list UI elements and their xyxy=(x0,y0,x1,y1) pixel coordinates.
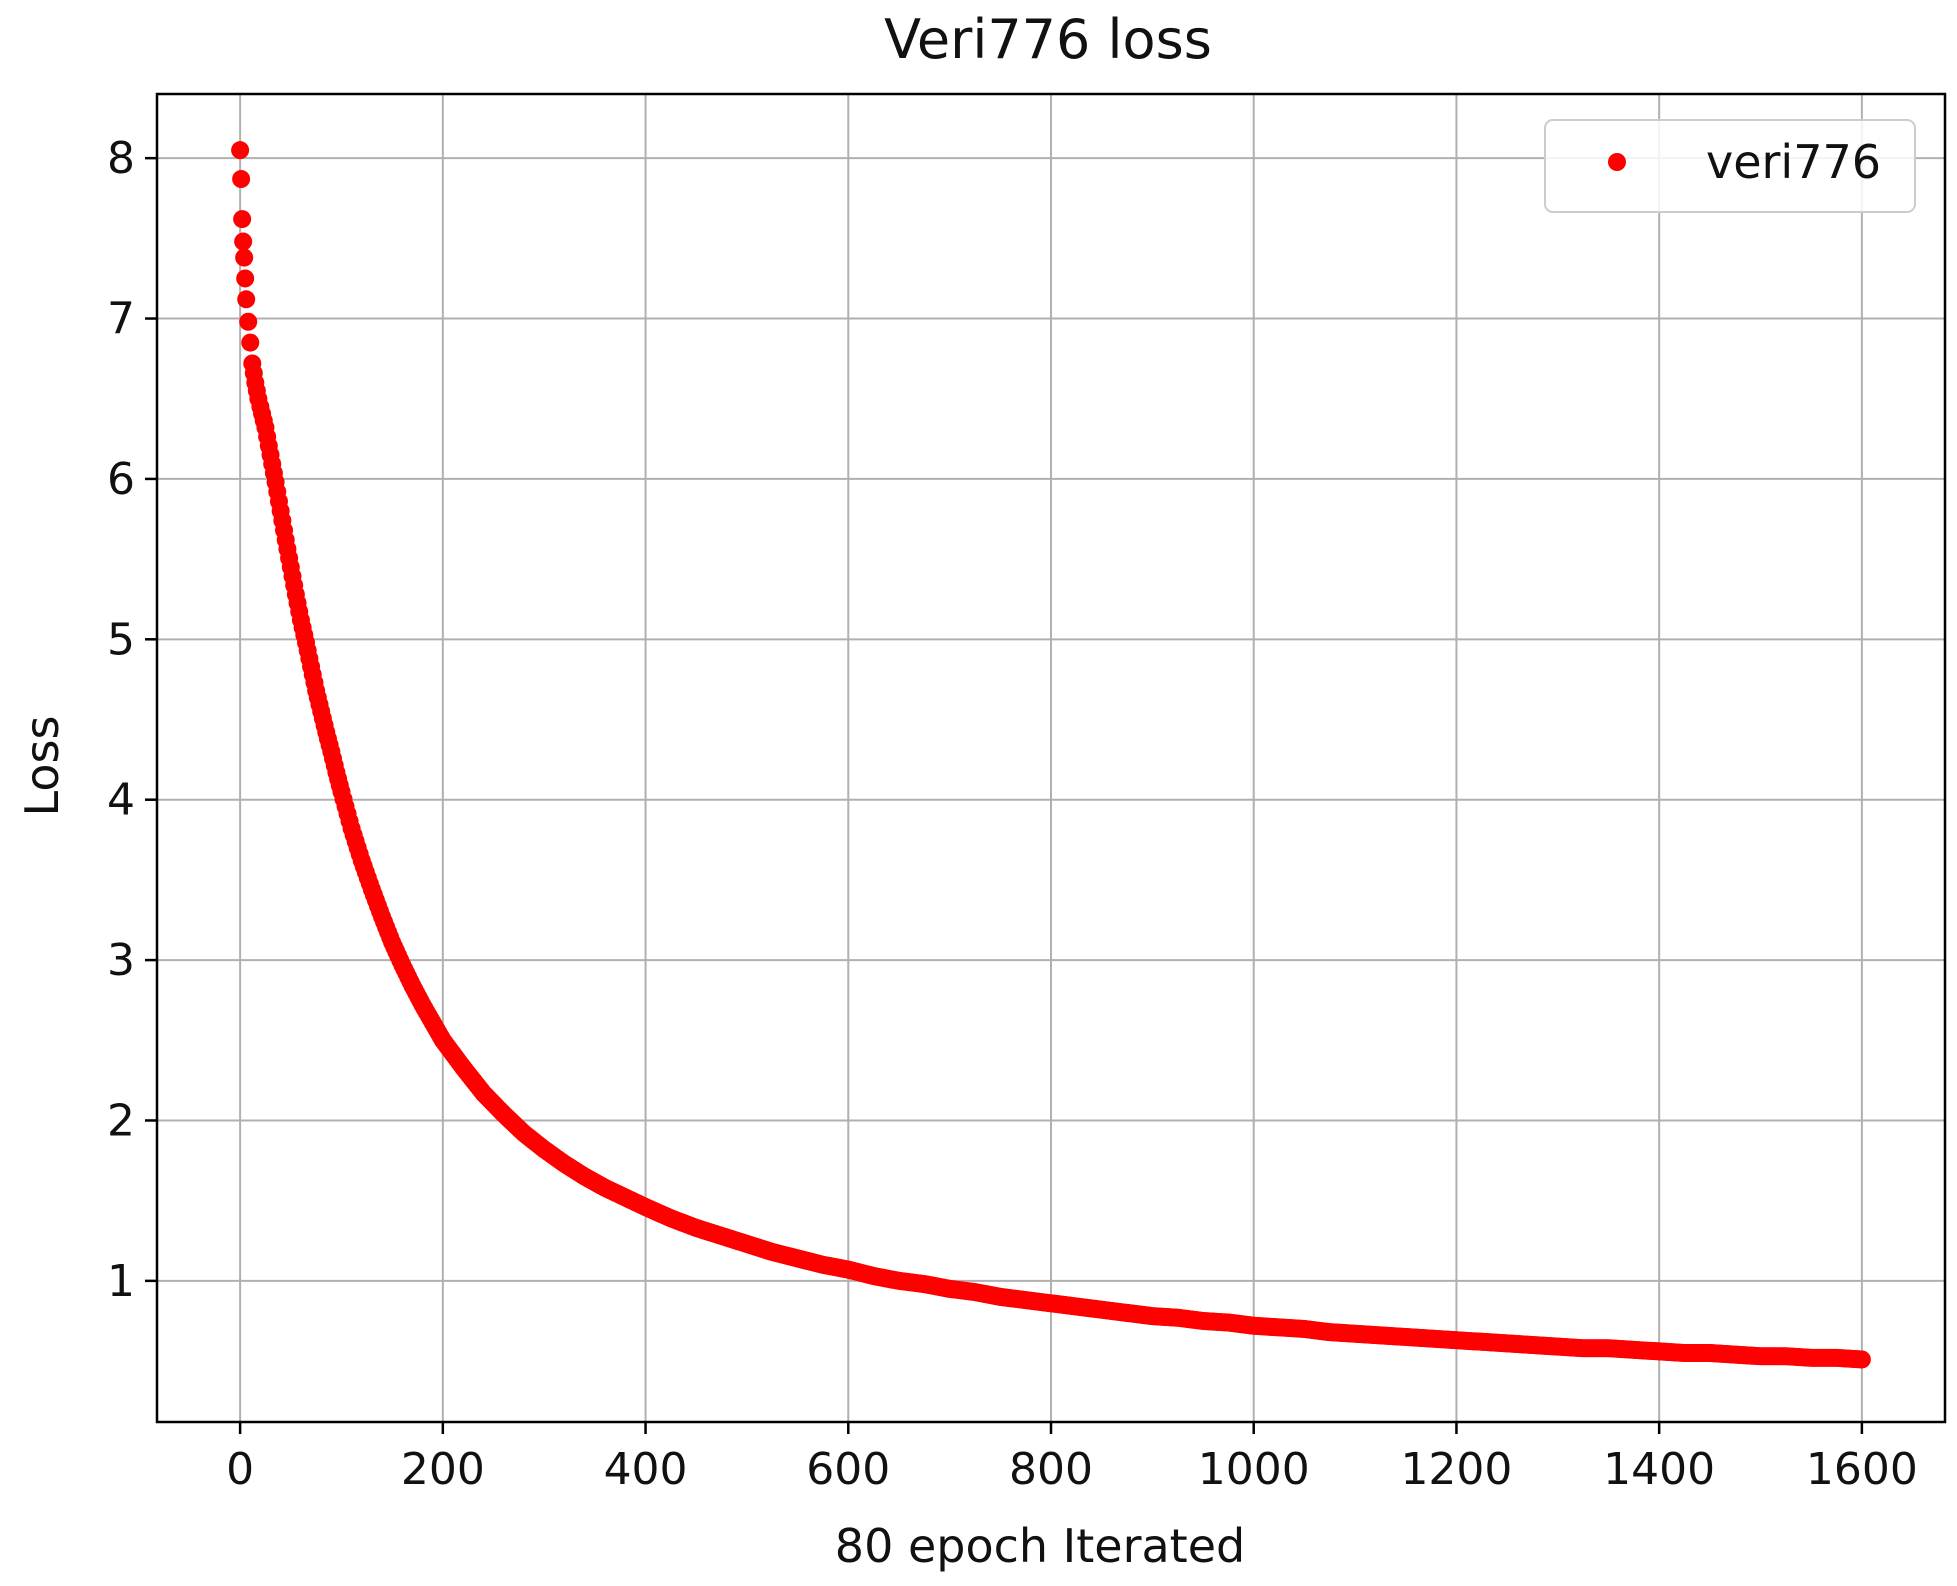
data-point xyxy=(237,290,256,309)
data-point xyxy=(234,232,253,251)
y-tick-label: 3 xyxy=(107,935,135,986)
data-points xyxy=(231,141,1871,1369)
x-tick-label: 1200 xyxy=(1400,1444,1512,1495)
x-tick-label: 200 xyxy=(401,1444,485,1495)
legend-box xyxy=(1544,119,1916,213)
data-point xyxy=(1852,1350,1871,1369)
data-point xyxy=(232,170,251,189)
y-tick-label: 8 xyxy=(107,133,135,184)
y-tick-label: 5 xyxy=(107,614,135,665)
data-point xyxy=(235,248,254,267)
x-tick-label: 1600 xyxy=(1806,1444,1918,1495)
y-tick-label: 6 xyxy=(107,454,135,505)
x-tick-label: 0 xyxy=(226,1444,254,1495)
x-tick-label: 1400 xyxy=(1603,1444,1715,1495)
legend: veri776 xyxy=(1544,119,1916,213)
y-tick-label: 2 xyxy=(107,1095,135,1146)
data-point xyxy=(231,141,250,160)
chart-title: Veri776 loss xyxy=(884,8,1212,71)
x-tick-label: 1000 xyxy=(1198,1444,1310,1495)
y-tick-label: 4 xyxy=(107,775,135,826)
x-axis-title: 80 epoch Iterated xyxy=(835,1519,1245,1573)
data-point xyxy=(241,333,260,352)
y-tick-label: 1 xyxy=(107,1256,135,1307)
grid-lines xyxy=(157,94,1945,1422)
axis-ticks: 0 200 400 600 800 1000 1200 1400 1600 1 2 3 4 5 6 7 8 xyxy=(107,133,1918,1495)
x-tick-label: 800 xyxy=(1009,1444,1093,1495)
x-tick-label: 400 xyxy=(604,1444,688,1495)
legend-marker xyxy=(1608,153,1626,171)
data-point xyxy=(233,210,252,229)
x-tick-label: 600 xyxy=(806,1444,890,1495)
data-point xyxy=(236,269,255,288)
y-tick-label: 7 xyxy=(107,294,135,345)
legend-label: veri776 xyxy=(1706,135,1881,189)
data-point xyxy=(239,312,258,331)
y-axis-title: Loss xyxy=(15,716,69,817)
